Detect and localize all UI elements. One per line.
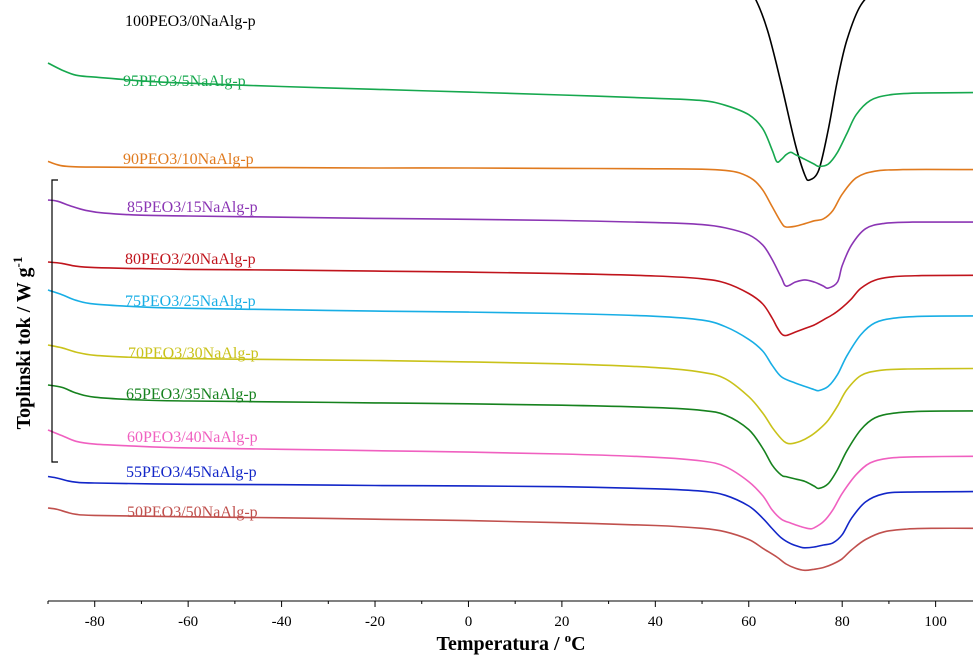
series-labels-layer: 100PEO3/0NaAlg-p 95PEO3/5NaAlg-p 90PEO3/10… <box>123 13 259 521</box>
series-label-10: 50PEO3/50NaAlg-p <box>127 504 258 521</box>
series-label-0: 100PEO3/0NaAlg-p <box>125 13 256 30</box>
series-line-9 <box>47 475 973 549</box>
series-line-4 <box>47 261 973 337</box>
series-line-8 <box>47 429 973 530</box>
series-label-1: 95PEO3/5NaAlg-p <box>123 73 246 90</box>
x-tick-label-2: -40 <box>272 614 292 630</box>
x-axis-title: Temperatura / oC <box>436 630 585 655</box>
series-label-9: 55PEO3/45NaAlg-p <box>126 464 257 481</box>
x-tick-label-5: 20 <box>554 614 569 630</box>
series-label-5: 75PEO3/25NaAlg-p <box>125 293 256 310</box>
x-tick-label-8: 80 <box>835 614 850 630</box>
series-label-8: 60PEO3/40NaAlg-p <box>127 429 258 446</box>
x-tick-label-3: -20 <box>365 614 385 630</box>
series-label-6: 70PEO3/30NaAlg-p <box>128 345 259 362</box>
y-bracket <box>51 179 58 463</box>
series-label-7: 65PEO3/35NaAlg-p <box>126 386 257 403</box>
series-line-5 <box>47 289 973 392</box>
series-line-7 <box>47 384 973 490</box>
x-tick-label-9: 100 <box>924 614 947 630</box>
x-tick-label-7: 60 <box>741 614 756 630</box>
series-line-6 <box>47 344 973 445</box>
series-line-3 <box>47 199 973 290</box>
curves-layer <box>47 0 973 572</box>
x-tick-label-1: -60 <box>178 614 198 630</box>
series-line-2 <box>47 160 973 228</box>
x-tick-label-4: 0 <box>465 614 473 630</box>
x-tick-label-0: -80 <box>85 614 105 630</box>
series-label-4: 80PEO3/20NaAlg-p <box>125 251 256 268</box>
y-axis-title: Toplinski tok / W g-1 <box>10 257 35 430</box>
series-line-1 <box>47 62 973 168</box>
x-tick-label-6: 40 <box>648 614 663 630</box>
x-ticks-layer: -80 -60 -40 -20 0 20 40 60 80 100 <box>47 601 947 630</box>
series-line-10 <box>47 507 973 572</box>
series-label-2: 90PEO3/10NaAlg-p <box>123 151 254 168</box>
series-label-3: 85PEO3/15NaAlg-p <box>127 199 258 216</box>
series-line-0 <box>755 0 866 182</box>
